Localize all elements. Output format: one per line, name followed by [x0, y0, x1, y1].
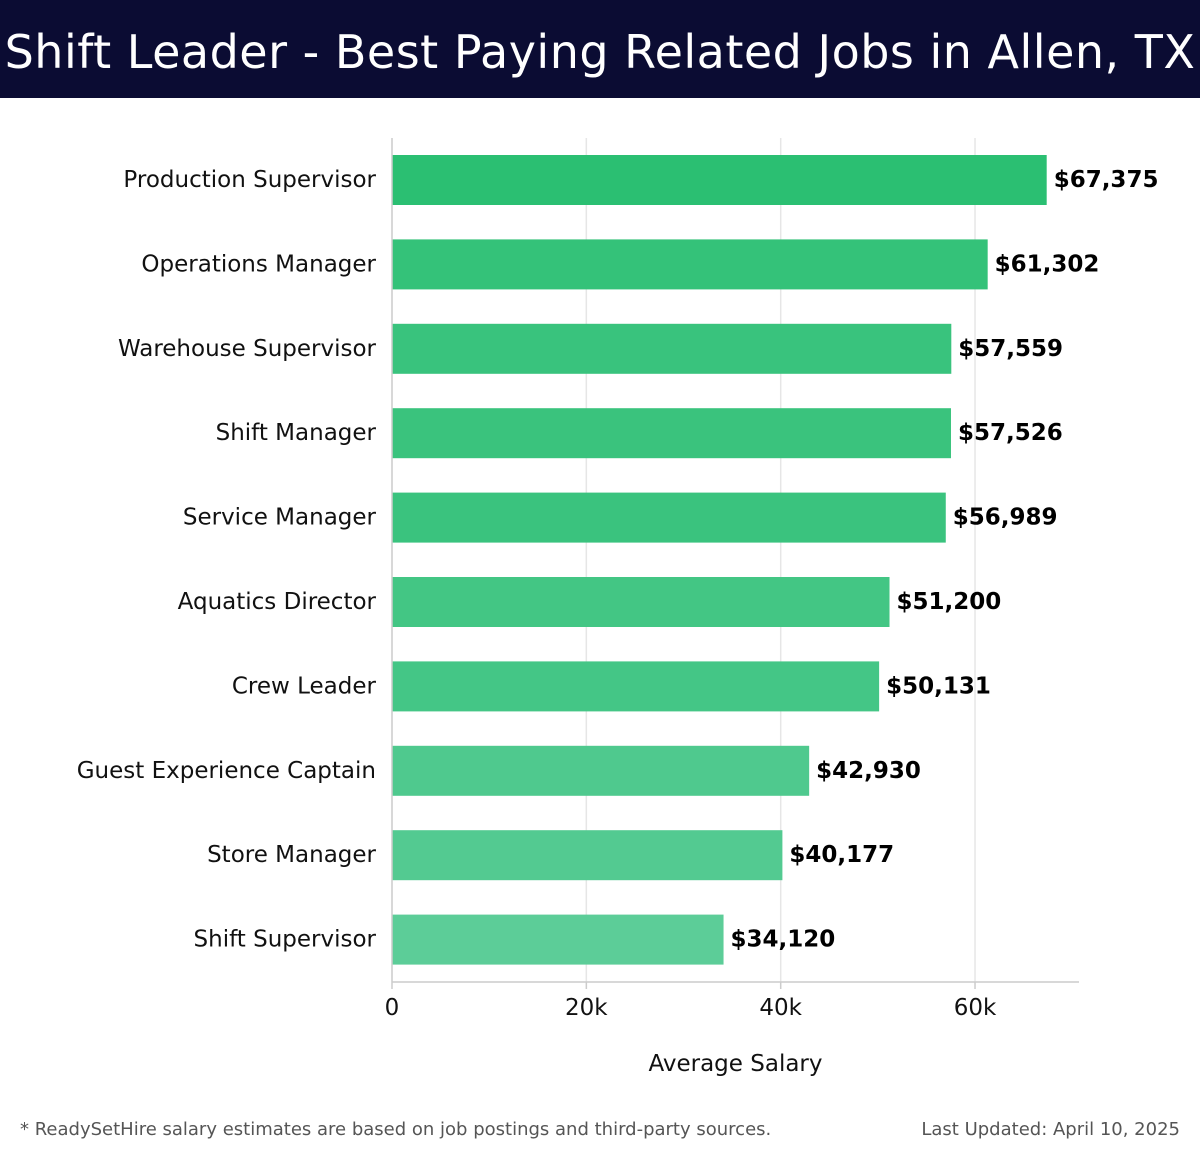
category-label: Shift Manager — [216, 420, 377, 446]
bar — [392, 492, 946, 543]
value-label: $67,375 — [1054, 167, 1159, 193]
category-label: Aquatics Director — [178, 589, 377, 615]
category-label: Guest Experience Captain — [77, 758, 376, 784]
header-banner: Shift Leader - Best Paying Related Jobs … — [0, 0, 1200, 98]
category-label: Store Manager — [207, 842, 376, 868]
bar — [392, 408, 951, 459]
value-label: $34,120 — [731, 927, 836, 953]
bar — [392, 745, 810, 796]
category-label: Warehouse Supervisor — [118, 336, 377, 362]
value-label: $51,200 — [897, 589, 1002, 615]
x-tick-label: 0 — [385, 995, 400, 1021]
bar — [392, 661, 880, 712]
bar — [392, 830, 783, 881]
value-label: $57,526 — [958, 420, 1063, 446]
chart-title: Shift Leader - Best Paying Related Jobs … — [4, 25, 1196, 79]
category-label: Production Supervisor — [123, 167, 376, 193]
last-updated: Last Updated: April 10, 2025 — [921, 1119, 1180, 1140]
value-label: $56,989 — [953, 505, 1058, 531]
category-label: Service Manager — [183, 505, 377, 531]
x-tick-label: 20k — [565, 995, 608, 1021]
x-tick-label: 60k — [954, 995, 997, 1021]
bar — [392, 155, 1047, 205]
footnote: * ReadySetHire salary estimates are base… — [20, 1119, 772, 1140]
category-label: Shift Supervisor — [194, 927, 377, 953]
x-axis-title: Average Salary — [648, 1051, 822, 1077]
category-label: Operations Manager — [141, 251, 376, 277]
category-label: Crew Leader — [232, 673, 377, 699]
value-label: $42,930 — [816, 758, 921, 784]
value-label: $61,302 — [995, 251, 1100, 277]
value-label: $40,177 — [789, 842, 894, 868]
bar — [392, 239, 988, 290]
bars — [392, 155, 1047, 965]
x-tick-label: 40k — [759, 995, 802, 1021]
labels: Production Supervisor $67,375 Operations M… — [77, 167, 1159, 953]
bar — [392, 323, 952, 374]
bar — [392, 914, 724, 965]
bar — [392, 577, 890, 627]
x-axis: 0 20k 40k 60k Average Salary — [385, 138, 1079, 1077]
value-label: $50,131 — [886, 673, 991, 699]
value-label: $57,559 — [958, 336, 1063, 362]
last-updated-text: Last Updated: April 10, 2025 — [921, 1119, 1180, 1140]
salary-bar-chart: 0 20k 40k 60k Average Salary Production Supe… — [77, 138, 1159, 1077]
